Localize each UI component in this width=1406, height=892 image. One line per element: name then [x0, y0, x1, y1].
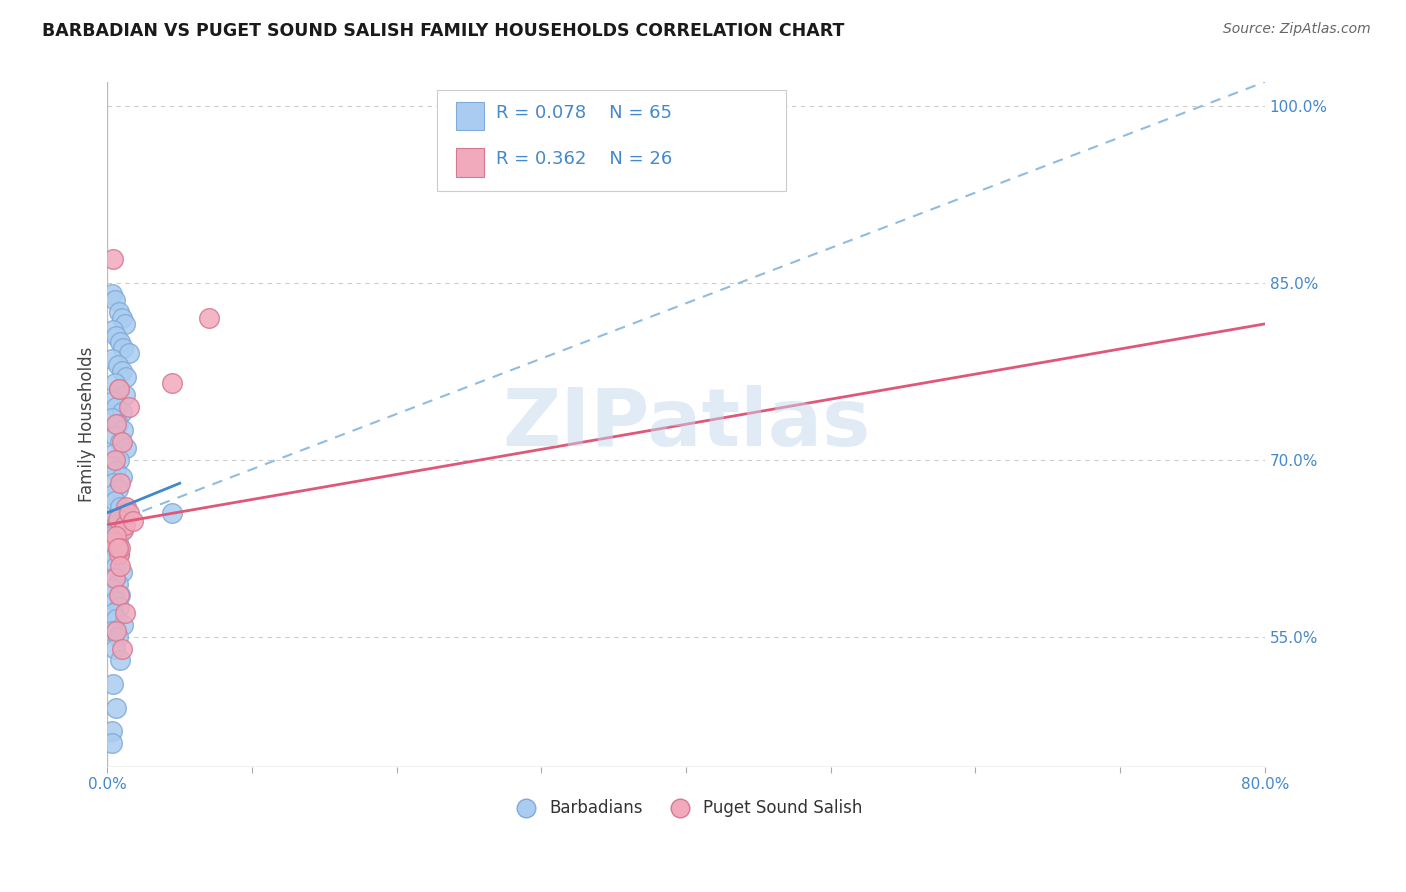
Point — [104, 571, 127, 585]
Point — [118, 400, 141, 414]
Point — [104, 429, 127, 443]
Point — [108, 547, 131, 561]
Point — [110, 334, 132, 349]
Point — [112, 341, 135, 355]
Point — [101, 571, 124, 585]
Point — [101, 252, 124, 266]
Point — [108, 382, 131, 396]
Point — [104, 541, 127, 556]
Point — [104, 641, 127, 656]
Point — [101, 393, 124, 408]
Point — [110, 541, 132, 556]
Point — [111, 405, 134, 419]
Point — [114, 317, 136, 331]
Point — [105, 558, 128, 573]
Point — [110, 434, 132, 449]
Point — [104, 452, 127, 467]
Point — [108, 600, 131, 615]
Point — [101, 606, 124, 620]
Point — [101, 476, 124, 491]
Point — [115, 441, 138, 455]
Legend: Barbadians, Puget Sound Salish: Barbadians, Puget Sound Salish — [503, 792, 869, 823]
Y-axis label: Family Households: Family Households — [79, 347, 96, 502]
Point — [111, 470, 134, 484]
Point — [122, 514, 145, 528]
Point — [108, 452, 131, 467]
Point — [105, 400, 128, 414]
Point — [105, 529, 128, 543]
Point — [107, 358, 129, 372]
Point — [101, 447, 124, 461]
Point — [118, 506, 141, 520]
Text: R = 0.362    N = 26: R = 0.362 N = 26 — [496, 150, 672, 168]
Point — [105, 612, 128, 626]
Point — [111, 364, 134, 378]
Point — [112, 423, 135, 437]
Point — [100, 724, 122, 739]
Point — [114, 517, 136, 532]
Point — [101, 511, 124, 525]
Point — [111, 565, 134, 579]
Point — [105, 700, 128, 714]
Point — [101, 535, 124, 549]
Point — [100, 553, 122, 567]
Point — [111, 524, 134, 538]
Point — [104, 376, 127, 390]
Point — [105, 517, 128, 532]
Point — [108, 382, 131, 396]
Point — [105, 624, 128, 638]
Point — [111, 310, 134, 325]
Point — [105, 417, 128, 432]
Point — [115, 370, 138, 384]
Point — [110, 558, 132, 573]
Point — [111, 434, 134, 449]
Point — [107, 482, 129, 496]
Point — [115, 500, 138, 514]
Point — [110, 653, 132, 667]
Point — [100, 529, 122, 543]
Point — [114, 606, 136, 620]
Point — [110, 476, 132, 491]
Text: R = 0.078    N = 65: R = 0.078 N = 65 — [496, 104, 672, 122]
Point — [107, 535, 129, 549]
Point — [100, 458, 122, 473]
Text: Source: ZipAtlas.com: Source: ZipAtlas.com — [1223, 22, 1371, 37]
Point — [104, 293, 127, 308]
Point — [118, 346, 141, 360]
Point — [107, 417, 129, 432]
Point — [110, 588, 132, 602]
Point — [108, 305, 131, 319]
Point — [100, 736, 122, 750]
Point — [162, 376, 184, 390]
Point — [104, 594, 127, 608]
Point — [104, 494, 127, 508]
Point — [107, 541, 129, 556]
Text: ZIPatlas: ZIPatlas — [502, 385, 870, 463]
Point — [105, 328, 128, 343]
Point — [107, 511, 129, 525]
Point — [114, 506, 136, 520]
Point — [107, 630, 129, 644]
Point — [107, 576, 129, 591]
Point — [162, 506, 184, 520]
Point — [110, 500, 132, 514]
Point — [100, 488, 122, 502]
Point — [108, 588, 131, 602]
Text: BARBADIAN VS PUGET SOUND SALISH FAMILY HOUSEHOLDS CORRELATION CHART: BARBADIAN VS PUGET SOUND SALISH FAMILY H… — [42, 22, 845, 40]
Point — [100, 287, 122, 301]
Point — [112, 618, 135, 632]
Point — [108, 547, 131, 561]
Point — [112, 524, 135, 538]
Point — [105, 465, 128, 479]
Point — [197, 310, 219, 325]
Point — [114, 388, 136, 402]
Point — [100, 411, 122, 425]
Point — [100, 582, 122, 597]
Point — [101, 677, 124, 691]
Point — [100, 352, 122, 367]
Point — [100, 624, 122, 638]
Point — [111, 641, 134, 656]
Point — [101, 323, 124, 337]
